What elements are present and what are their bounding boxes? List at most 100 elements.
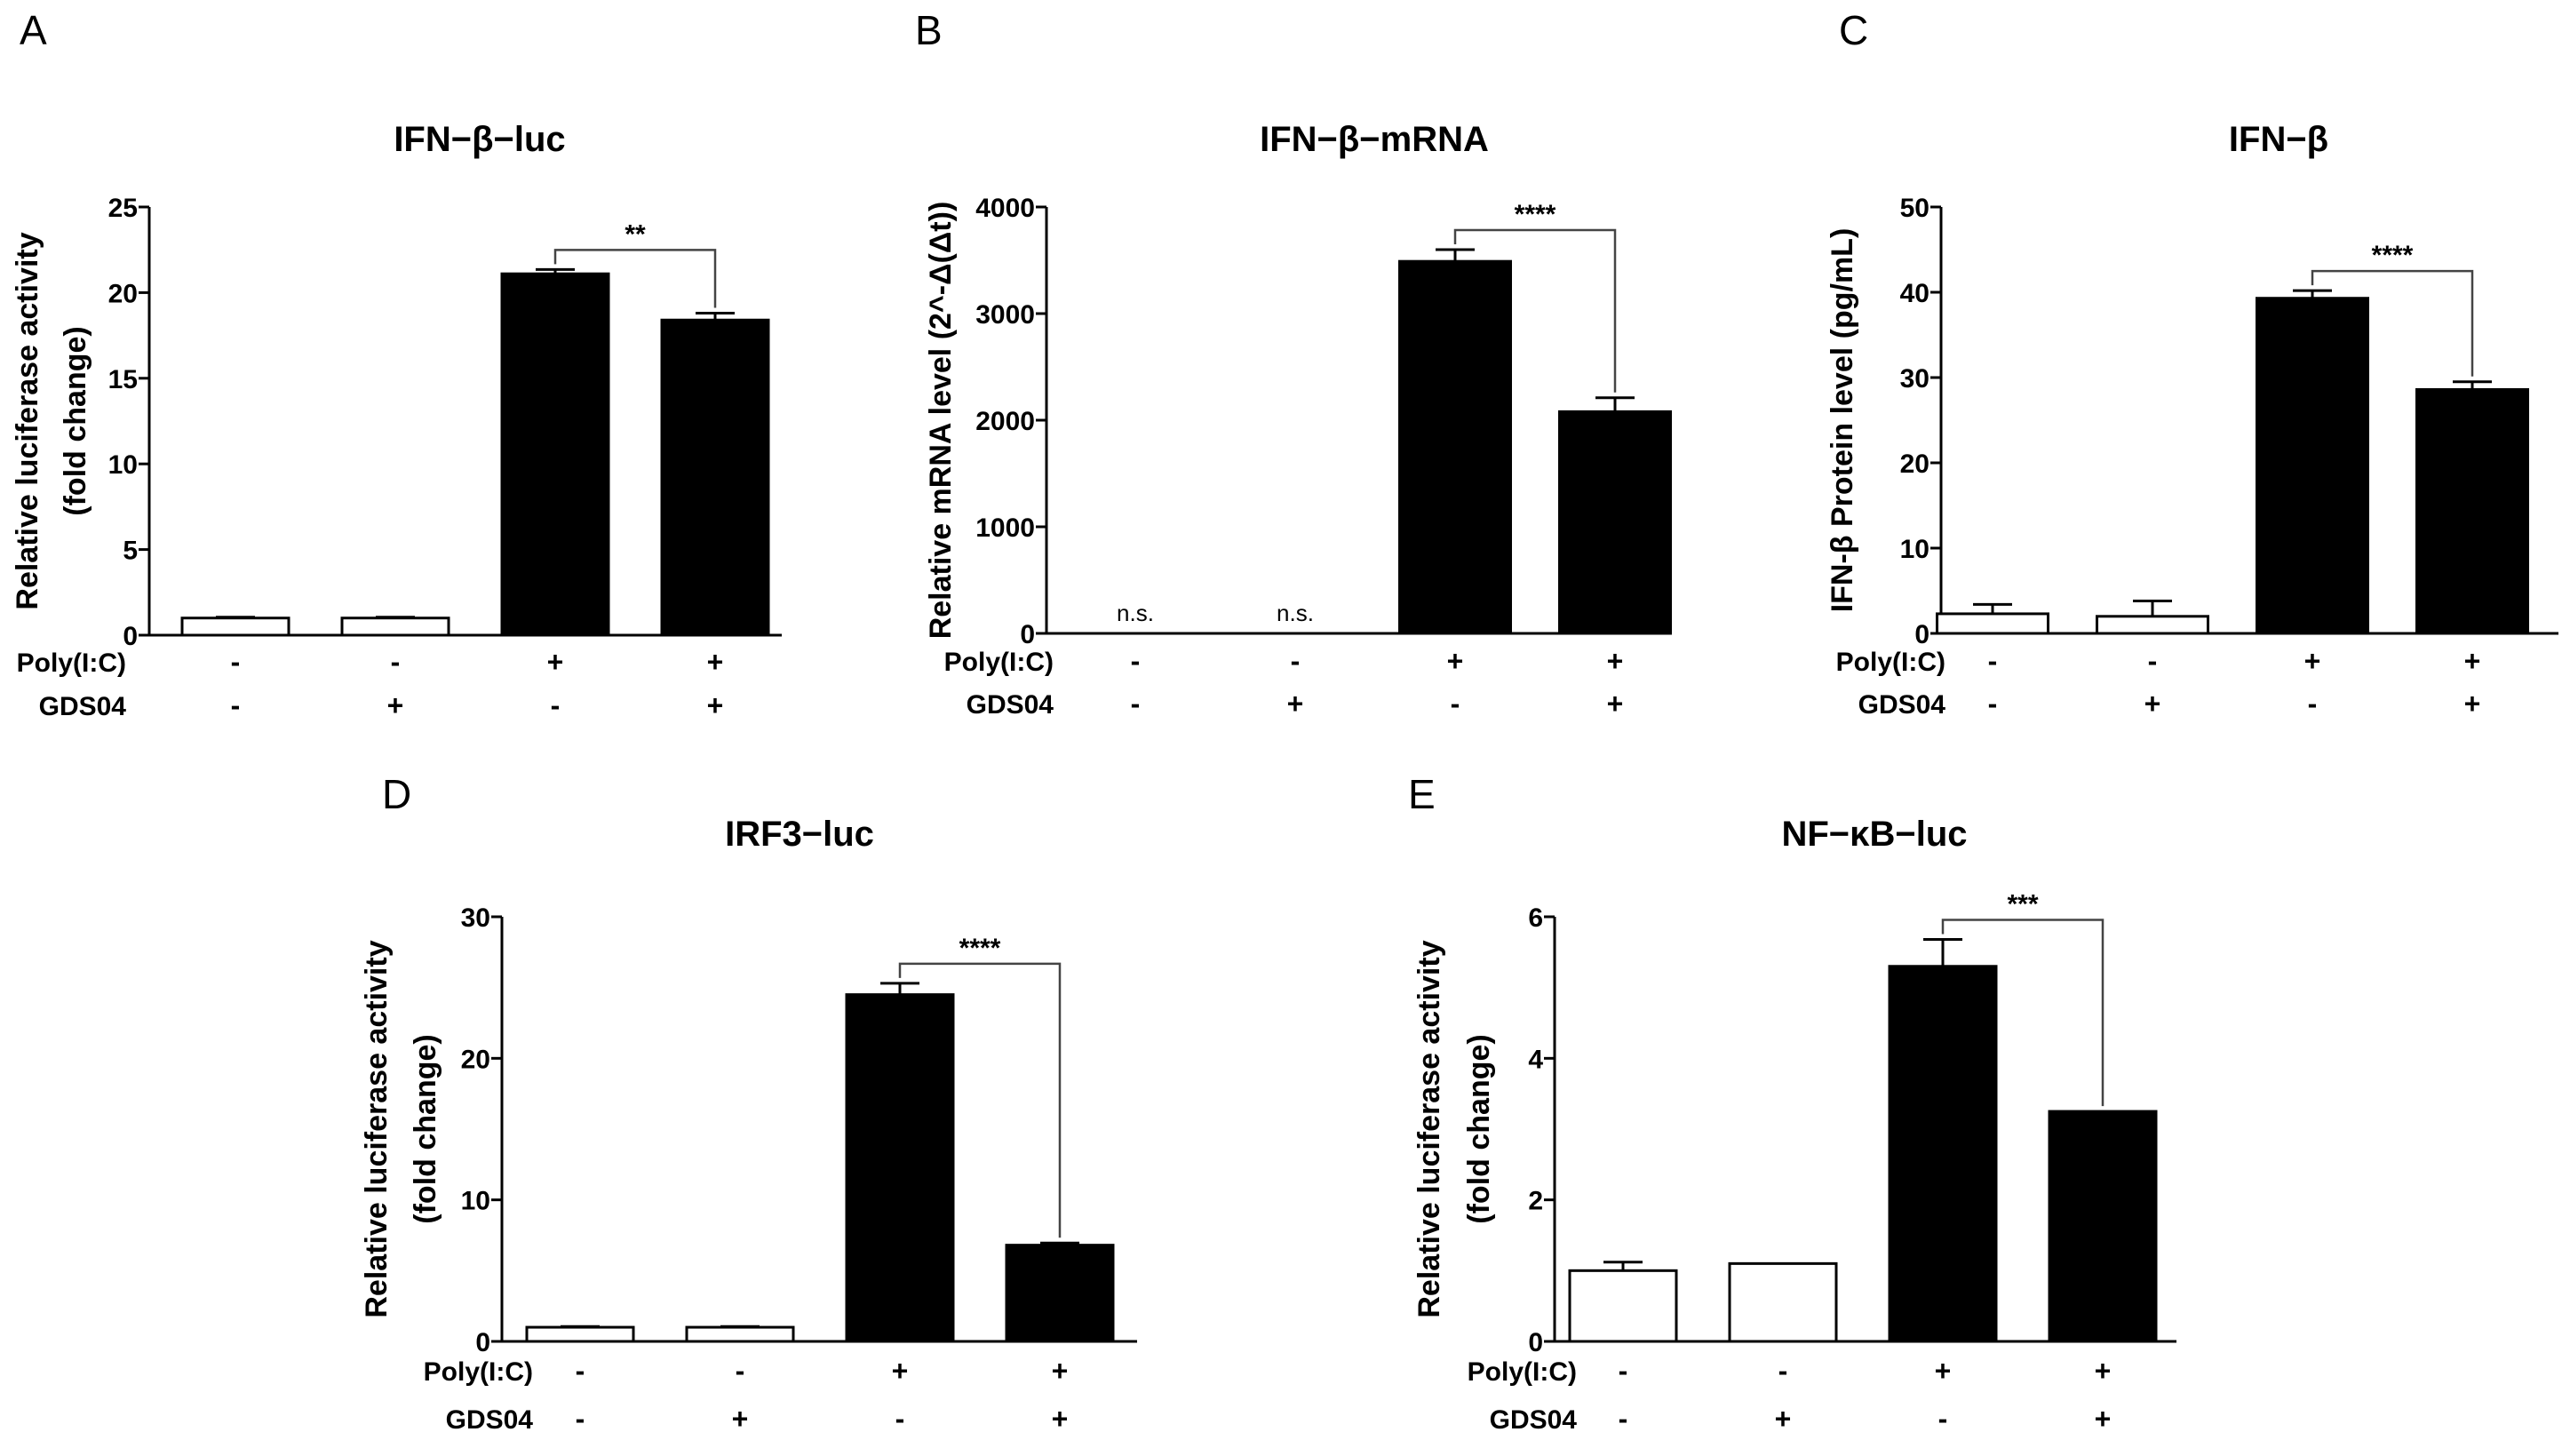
chart-panel-b: B IFN−β−mRNA Relative mRNA level (2^-Δ(Δt)… (915, 7, 1672, 720)
bar (1936, 612, 2049, 635)
bar (525, 1325, 635, 1343)
bar (1398, 259, 1512, 635)
y-tick-label: 10 (1900, 535, 1929, 564)
y-tick-label: 0 (1528, 1328, 1543, 1357)
y-tick-label: 20 (461, 1045, 490, 1074)
condition-sign-polyic: - (1988, 645, 1998, 677)
condition-sign-polyic: + (1607, 645, 1624, 677)
bar-annotation: n.s. (1277, 600, 1314, 626)
chart-title: IRF3−luc (725, 815, 874, 854)
condition-sign-gds04: - (1988, 688, 1998, 720)
y-tick-label: 10 (108, 450, 138, 480)
y-tick-label: 15 (108, 365, 138, 394)
condition-sign-gds04: + (387, 689, 404, 721)
row-label-polyic: Poly(I:C) (17, 648, 126, 678)
bar (1568, 1269, 1678, 1343)
condition-sign-gds04: + (707, 689, 724, 721)
chart-title: IFN−β−luc (394, 120, 565, 159)
row-label-gds04: GDS04 (446, 1405, 534, 1435)
y-axis-label: (fold change) (1462, 1034, 1496, 1223)
y-axis-label: Relative luciferase activity (360, 940, 394, 1317)
y-axis-label: Relative luciferase activity (1412, 940, 1446, 1317)
bar (2096, 615, 2209, 635)
bar (1888, 965, 1998, 1343)
condition-sign-polyic: + (1052, 1355, 1069, 1387)
significance-bracket (2311, 269, 2474, 377)
bar (2415, 387, 2529, 635)
row-label-gds04: GDS04 (39, 692, 127, 721)
chart-title: IFN−β−mRNA (1260, 120, 1489, 159)
row-label-gds04: GDS04 (1490, 1405, 1578, 1435)
y-axis-label: IFN-β Protein level (pg/mL) (1826, 228, 1859, 613)
panel-letter: E (1408, 771, 1436, 817)
significance-label: **** (959, 934, 1001, 963)
panel-letter: B (915, 7, 943, 53)
row-label-polyic: Poly(I:C) (1836, 648, 1945, 677)
condition-sign-gds04: - (895, 1403, 905, 1435)
significance-label: ** (625, 219, 646, 249)
y-tick-label: 20 (108, 279, 138, 308)
condition-sign-polyic: - (1778, 1355, 1788, 1387)
significance-bracket (553, 249, 717, 308)
condition-sign-gds04: + (1052, 1403, 1069, 1435)
chart-panel-e: E NF−κB−luc Relative luciferase activity (f… (1408, 771, 2176, 1435)
condition-sign-polyic: + (2464, 645, 2481, 677)
condition-sign-gds04: + (732, 1403, 749, 1435)
condition-sign-polyic: + (2304, 645, 2321, 677)
condition-sign-gds04: + (1607, 688, 1624, 720)
bar (1005, 1244, 1115, 1343)
y-tick-label: 30 (461, 903, 490, 933)
row-label-gds04: GDS04 (1858, 690, 1946, 720)
bar (1558, 410, 1672, 635)
significance-bracket (1453, 228, 1617, 393)
condition-sign-gds04: - (576, 1403, 585, 1435)
condition-sign-polyic: - (231, 646, 241, 678)
bar (660, 318, 770, 637)
y-tick-label: 4000 (975, 194, 1035, 223)
y-tick-label: 20 (1900, 450, 1929, 479)
y-tick-label: 4 (1528, 1045, 1543, 1074)
chart-panel-a: A IFN−β−luc Relative luciferase activity (f… (11, 7, 782, 721)
bar (500, 272, 610, 637)
significance-label: *** (2007, 889, 2038, 919)
y-tick-label: 40 (1900, 279, 1929, 308)
condition-sign-polyic: - (1291, 645, 1301, 677)
y-tick-label: 0 (1020, 620, 1035, 649)
y-axis-label: (fold change) (59, 326, 92, 515)
row-label-polyic: Poly(I:C) (1468, 1357, 1577, 1387)
condition-sign-polyic: - (391, 646, 401, 678)
y-tick-label: 3000 (975, 300, 1035, 330)
condition-sign-gds04: + (2095, 1403, 2112, 1435)
row-label-gds04: GDS04 (967, 690, 1054, 720)
significance-label: **** (2372, 241, 2414, 270)
bar (685, 1325, 795, 1343)
significance-bracket (898, 962, 1062, 1238)
y-tick-label: 6 (1528, 903, 1543, 933)
y-tick-label: 5 (123, 537, 138, 566)
condition-sign-polyic: - (2148, 645, 2158, 677)
panel-letter: A (20, 7, 47, 53)
bar-annotation: n.s. (1117, 600, 1154, 626)
significance-bracket (1941, 919, 2105, 1107)
panel-letter: D (382, 771, 411, 817)
y-tick-label: 30 (1900, 364, 1929, 394)
condition-sign-gds04: + (2144, 688, 2161, 720)
bar (340, 617, 450, 637)
y-tick-label: 1000 (975, 513, 1035, 543)
condition-sign-polyic: - (576, 1355, 585, 1387)
bar (180, 617, 290, 637)
chart-title: NF−κB−luc (1781, 815, 1967, 854)
y-axis-label: Relative mRNA level (2^-Δ(Δt)) (924, 202, 958, 640)
condition-sign-polyic: + (2095, 1355, 2112, 1387)
condition-sign-polyic: + (707, 646, 724, 678)
y-tick-label: 0 (123, 622, 138, 651)
condition-sign-polyic: + (1935, 1355, 1952, 1387)
condition-sign-polyic: + (547, 646, 564, 678)
chart-panel-c: C IFN−β IFN-β Protein level (pg/mL) 0 10 20 30… (1826, 7, 2558, 720)
bar (845, 993, 955, 1343)
chart-title: IFN−β (2229, 120, 2328, 159)
condition-sign-polyic: - (1619, 1355, 1628, 1387)
y-tick-label: 50 (1900, 194, 1929, 223)
condition-sign-gds04: - (1131, 688, 1141, 720)
